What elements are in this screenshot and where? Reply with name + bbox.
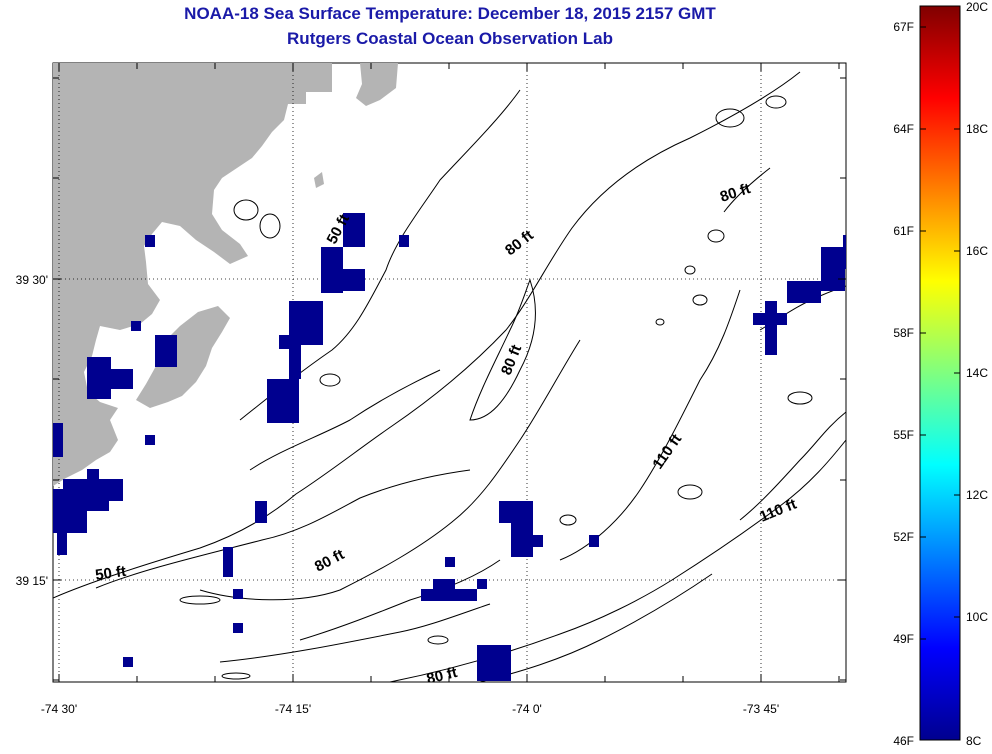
colorbar-f-label: 52F [893, 530, 914, 544]
colorbar-c-label: 8C [966, 734, 982, 748]
colorbar-f-label: 67F [893, 20, 914, 34]
land-area [53, 63, 332, 486]
colorbar-f-label: 46F [893, 734, 914, 748]
map-title: NOAA-18 Sea Surface Temperature: Decembe… [184, 4, 716, 23]
lat-label: 39 15' [16, 574, 48, 588]
axis-ticks [53, 63, 846, 682]
colorbar-c-label: 16C [966, 244, 988, 258]
colorbar-f-label: 61F [893, 224, 914, 238]
colorbar-f-label: 49F [893, 632, 914, 646]
lon-label: -74 15' [275, 702, 311, 716]
land-area [314, 172, 324, 188]
lon-label: -73 45' [743, 702, 779, 716]
depth-contours [53, 71, 846, 682]
land-area [356, 63, 398, 106]
lon-label: -74 30' [41, 702, 77, 716]
contour-label: 50 ft [94, 563, 127, 584]
colorbar [919, 5, 961, 741]
colorbar-c-label: 14C [966, 366, 988, 380]
sst-pixels [53, 213, 846, 681]
colorbar-c-label: 12C [966, 488, 988, 502]
colorbar-ticks [920, 26, 960, 640]
colorbar-c-label: 20C [966, 0, 988, 14]
contour-label: 80 ft [425, 664, 459, 688]
lat-label: 39 30' [16, 273, 48, 287]
colorbar-c-label: 10C [966, 610, 988, 624]
colorbar-f-label: 58F [893, 326, 914, 340]
colorbar-f-label: 55F [893, 428, 914, 442]
colorbar-f-label: 64F [893, 122, 914, 136]
lon-label: -74 0' [512, 702, 542, 716]
land-area [136, 306, 230, 408]
map-subtitle: Rutgers Coastal Ocean Observation Lab [287, 29, 613, 48]
colorbar-c-label: 18C [966, 122, 988, 136]
